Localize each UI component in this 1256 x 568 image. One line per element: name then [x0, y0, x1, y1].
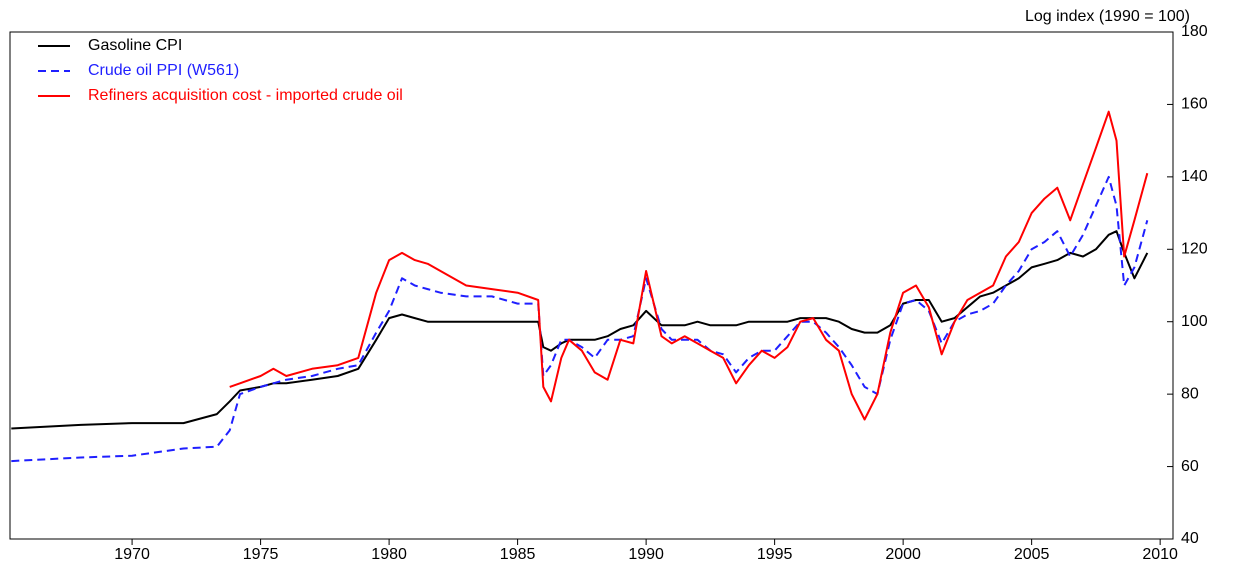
y-tick-label: 160: [1181, 96, 1208, 113]
y-tick-label: 100: [1181, 313, 1208, 330]
x-tick-label: 1985: [500, 546, 536, 563]
x-tick-label: 1990: [628, 546, 664, 563]
series-line: [229, 110, 1149, 421]
x-tick-label: 1975: [243, 546, 279, 563]
legend-label: Gasoline CPI: [88, 37, 182, 54]
y-tick-label: 140: [1181, 168, 1208, 185]
x-tick-label: 1995: [757, 546, 793, 563]
y-tick-label: 40: [1181, 530, 1199, 547]
legend-label: Crude oil PPI (W561): [88, 62, 239, 79]
y-tick-label: 80: [1181, 385, 1199, 402]
y-tick-label: 180: [1181, 23, 1208, 40]
x-tick-label: 2000: [885, 546, 921, 563]
series-line: [11, 230, 1149, 430]
y-tick-label: 60: [1181, 458, 1199, 475]
plot-frame: [9, 31, 1174, 540]
y-axis-label: Log index (1990 = 100): [1025, 8, 1190, 25]
legend-label: Refiners acquisition cost - imported cru…: [88, 87, 403, 104]
x-tick-label: 2005: [1014, 546, 1050, 563]
series-line: [11, 175, 1149, 463]
y-tick-label: 120: [1181, 241, 1208, 258]
x-tick-label: 2010: [1142, 546, 1178, 563]
x-tick-label: 1970: [114, 546, 150, 563]
x-tick-label: 1980: [371, 546, 407, 563]
